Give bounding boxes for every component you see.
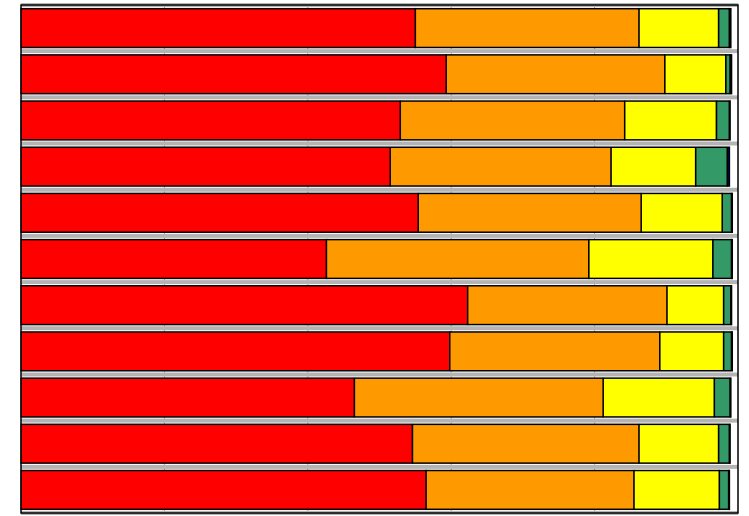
bar-segment-series3 [588,238,714,280]
bar-segment-series5 [730,331,734,372]
bar-segment-series4 [712,238,733,280]
bar-segment-series4 [715,100,731,141]
bar-segment-series1 [20,377,356,418]
bar-segment-series3 [638,423,720,464]
bar-segment-series2 [389,146,612,187]
bar-segment-series1 [20,423,414,464]
bar-segment-series5 [730,238,734,280]
bar-segment-series5 [730,192,734,233]
bar-segment-series1 [20,238,328,280]
bar-segment-series5 [728,7,732,49]
bar-segment-series1 [20,331,451,372]
bar-segment-series1 [20,54,447,95]
bar-segment-series3 [638,7,720,49]
bar-segment-series2 [449,331,661,372]
bar-segment-series5 [729,377,732,418]
bar-segment-series5 [728,423,731,464]
bar-segment-series1 [20,192,419,233]
bar-segment-series2 [399,100,626,141]
bar-segment-series2 [353,377,604,418]
bar-segment-series4 [722,285,732,326]
bar-segment-series4 [694,146,728,187]
bar-segment-series1 [20,146,392,187]
bar-segment-series4 [713,377,731,418]
bar-segment-series2 [445,54,666,95]
bar-segment-series4 [718,469,730,511]
bar-segment-series3 [664,54,727,95]
bar-segment-series3 [610,146,697,187]
bar-segment-series1 [20,285,469,326]
bar-segment-series5 [726,146,731,187]
bar-segment-series2 [417,192,642,233]
bar-segment-series3 [623,100,718,141]
bar-segment-series4 [722,331,733,372]
bar-segment-series2 [325,238,590,280]
bar-segment-series4 [721,192,733,233]
bar-segment-series3 [640,192,723,233]
bar-segment-series4 [717,423,731,464]
bar-segment-series4 [717,7,731,49]
bar-segment-series3 [659,331,725,372]
bar-segment-series5 [728,100,731,141]
bar-segment-series1 [20,100,402,141]
bar-segment-series5 [727,469,731,511]
bar-segment-series2 [425,469,635,511]
bar-segment-series2 [466,285,668,326]
bar-segment-series5 [730,285,733,326]
bar-segment-series5 [729,54,733,95]
bar-segment-series1 [20,7,417,49]
bar-segment-series1 [20,469,427,511]
plot-border [20,4,739,514]
bar-segment-series3 [633,469,721,511]
bar-segment-series3 [602,377,716,418]
bar-segment-series2 [411,423,640,464]
bar-segment-series2 [414,7,640,49]
bar-segment-series3 [666,285,725,326]
